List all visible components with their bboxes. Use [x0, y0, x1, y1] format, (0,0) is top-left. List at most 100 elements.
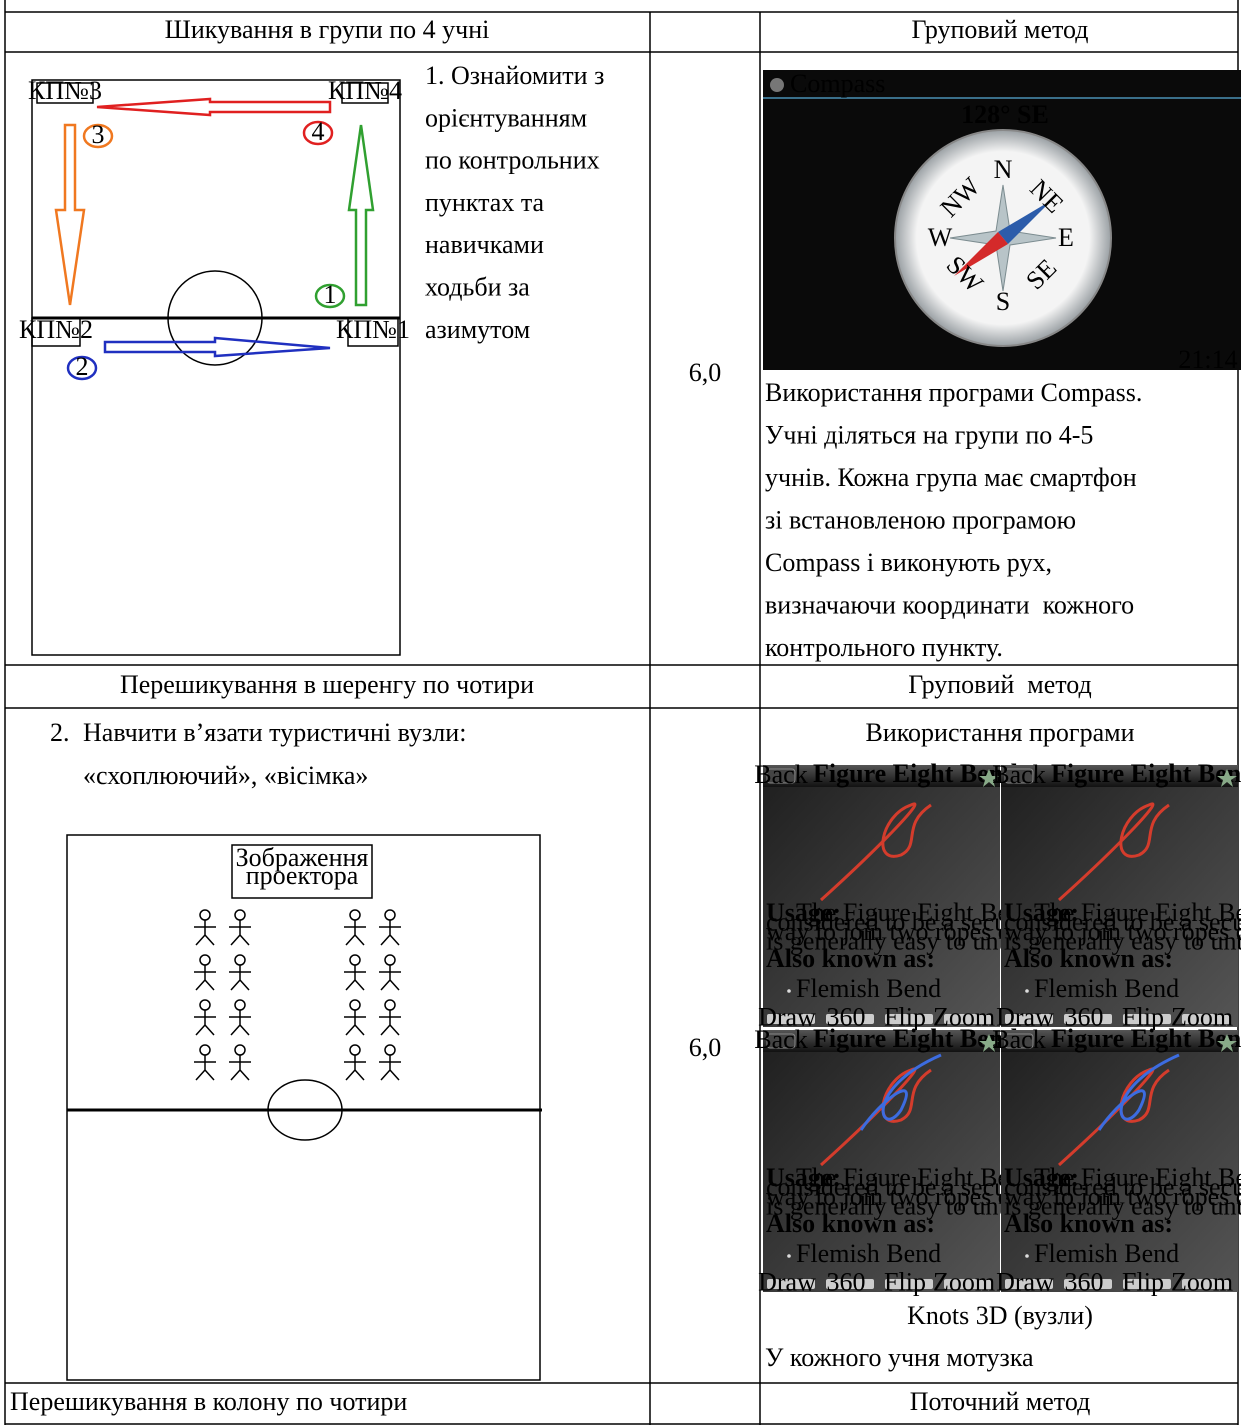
marker-label: 1	[324, 280, 337, 309]
task-line: 1. Ознайомити з	[425, 61, 604, 90]
usage-label: Usage:	[766, 1163, 841, 1192]
button-label: Draw	[996, 1267, 1054, 1296]
student	[229, 965, 251, 991]
task-line: азимутом	[425, 315, 530, 344]
projector-label: Зображення	[236, 843, 369, 872]
center-circle	[167, 270, 263, 366]
screen-button	[1064, 1279, 1112, 1289]
usage-line: is generally easy to untie.	[1004, 1191, 1241, 1220]
direction: W	[928, 223, 953, 252]
student-head	[199, 999, 211, 1011]
task-line: ходьби за	[425, 272, 530, 301]
route-arrow	[103, 336, 331, 358]
screenshot	[1001, 765, 1238, 1027]
marker-circle	[302, 120, 334, 146]
bullet	[787, 1254, 791, 1258]
student-head	[234, 954, 246, 966]
aka-item: Flemish Bend	[796, 974, 941, 1003]
back-label: Back	[992, 760, 1045, 789]
rope-blue	[1097, 1053, 1180, 1131]
checkpoint-label: КП№4	[328, 76, 402, 105]
screen-title: Figure Eight Bend	[813, 1024, 1018, 1053]
note: У кожного учня мотузка	[765, 1343, 1034, 1372]
screen-title: Figure Eight Bend	[813, 759, 1018, 788]
student	[379, 1010, 401, 1036]
screen-button	[826, 1279, 874, 1289]
checkpoint-label: КП№1	[336, 315, 410, 344]
student-head	[199, 1044, 211, 1056]
button-label: Flip	[884, 1002, 926, 1031]
aka-item: Flemish Bend	[1034, 1239, 1179, 1268]
screen-button	[1182, 1279, 1230, 1289]
usage-label: Usage:	[1004, 898, 1079, 927]
screenshot	[763, 1030, 1000, 1292]
direction: N	[994, 155, 1013, 184]
student-head	[384, 954, 396, 966]
back-button	[1004, 1033, 1034, 1049]
student-head	[384, 1044, 396, 1056]
marker-circle	[82, 123, 114, 149]
description-line: контрольного пункту.	[765, 633, 1003, 662]
method: Поточний метод	[910, 1387, 1091, 1416]
app-heading: Використання програми	[865, 718, 1134, 747]
task-line: «схоплюючий», «вісімка»	[83, 761, 368, 790]
aka-label: Also known as:	[766, 944, 935, 973]
button-label: Flip	[1122, 1267, 1164, 1296]
usage-line: considered to be a secure bend that is a…	[1004, 907, 1241, 936]
button-label: Zoom	[933, 1002, 995, 1031]
method: Груповий метод	[911, 15, 1088, 44]
usage-label: Usage:	[1004, 1163, 1079, 1192]
back-button	[766, 768, 796, 784]
method: Груповий метод	[908, 670, 1092, 699]
student-head	[349, 1044, 361, 1056]
route-arrow	[54, 123, 86, 306]
button-label: Zoom	[933, 1267, 995, 1296]
button-label: Zoom	[1171, 1002, 1233, 1031]
task-line: навичками	[425, 230, 544, 259]
button-label: Draw	[758, 1267, 816, 1296]
student-head	[384, 999, 396, 1011]
checkpoint-box	[341, 82, 389, 104]
marker-label: 3	[92, 120, 105, 149]
screenshot	[763, 765, 1000, 1027]
app-title: Compass	[790, 69, 885, 98]
task-line: по контрольних	[425, 146, 600, 175]
student	[379, 1055, 401, 1081]
screen-button	[1182, 1014, 1230, 1024]
bullet	[1025, 1254, 1029, 1258]
app-icon	[770, 78, 784, 92]
screen-title: Figure Eight Bend	[1051, 759, 1241, 788]
app-name: Knots 3D (вузли)	[907, 1301, 1093, 1330]
screen-button	[1005, 1279, 1053, 1289]
task-line: Навчити в’язати туристичні вузли:	[83, 718, 466, 747]
student	[229, 920, 251, 946]
clock: 21:14	[1178, 345, 1237, 374]
student	[344, 1010, 366, 1036]
student-head	[349, 909, 361, 921]
screen-title: Figure Eight Bend	[1051, 1024, 1241, 1053]
marker-label: 4	[312, 117, 325, 146]
button-label: 360	[1065, 1002, 1104, 1031]
student-head	[349, 954, 361, 966]
projector-box	[231, 844, 373, 899]
screen-button	[885, 1279, 933, 1289]
bullet	[1025, 989, 1029, 993]
field	[66, 834, 541, 1381]
direction: S	[996, 287, 1010, 316]
star	[1217, 1034, 1237, 1052]
usage-line: The Figure Eight Bend is generally	[1034, 898, 1241, 927]
student-head	[234, 1044, 246, 1056]
marker-circle	[314, 283, 346, 309]
center-circle	[267, 1079, 343, 1141]
student	[379, 965, 401, 991]
button-label: Draw	[996, 1002, 1054, 1031]
button-label: Zoom	[1171, 1267, 1233, 1296]
bullet	[787, 989, 791, 993]
screen-button	[767, 1014, 815, 1024]
route-arrow	[96, 97, 332, 117]
screen-button	[885, 1014, 933, 1024]
checkpoint-box	[36, 82, 94, 104]
button-label: Flip	[1122, 1002, 1164, 1031]
back-label: Back	[754, 760, 807, 789]
